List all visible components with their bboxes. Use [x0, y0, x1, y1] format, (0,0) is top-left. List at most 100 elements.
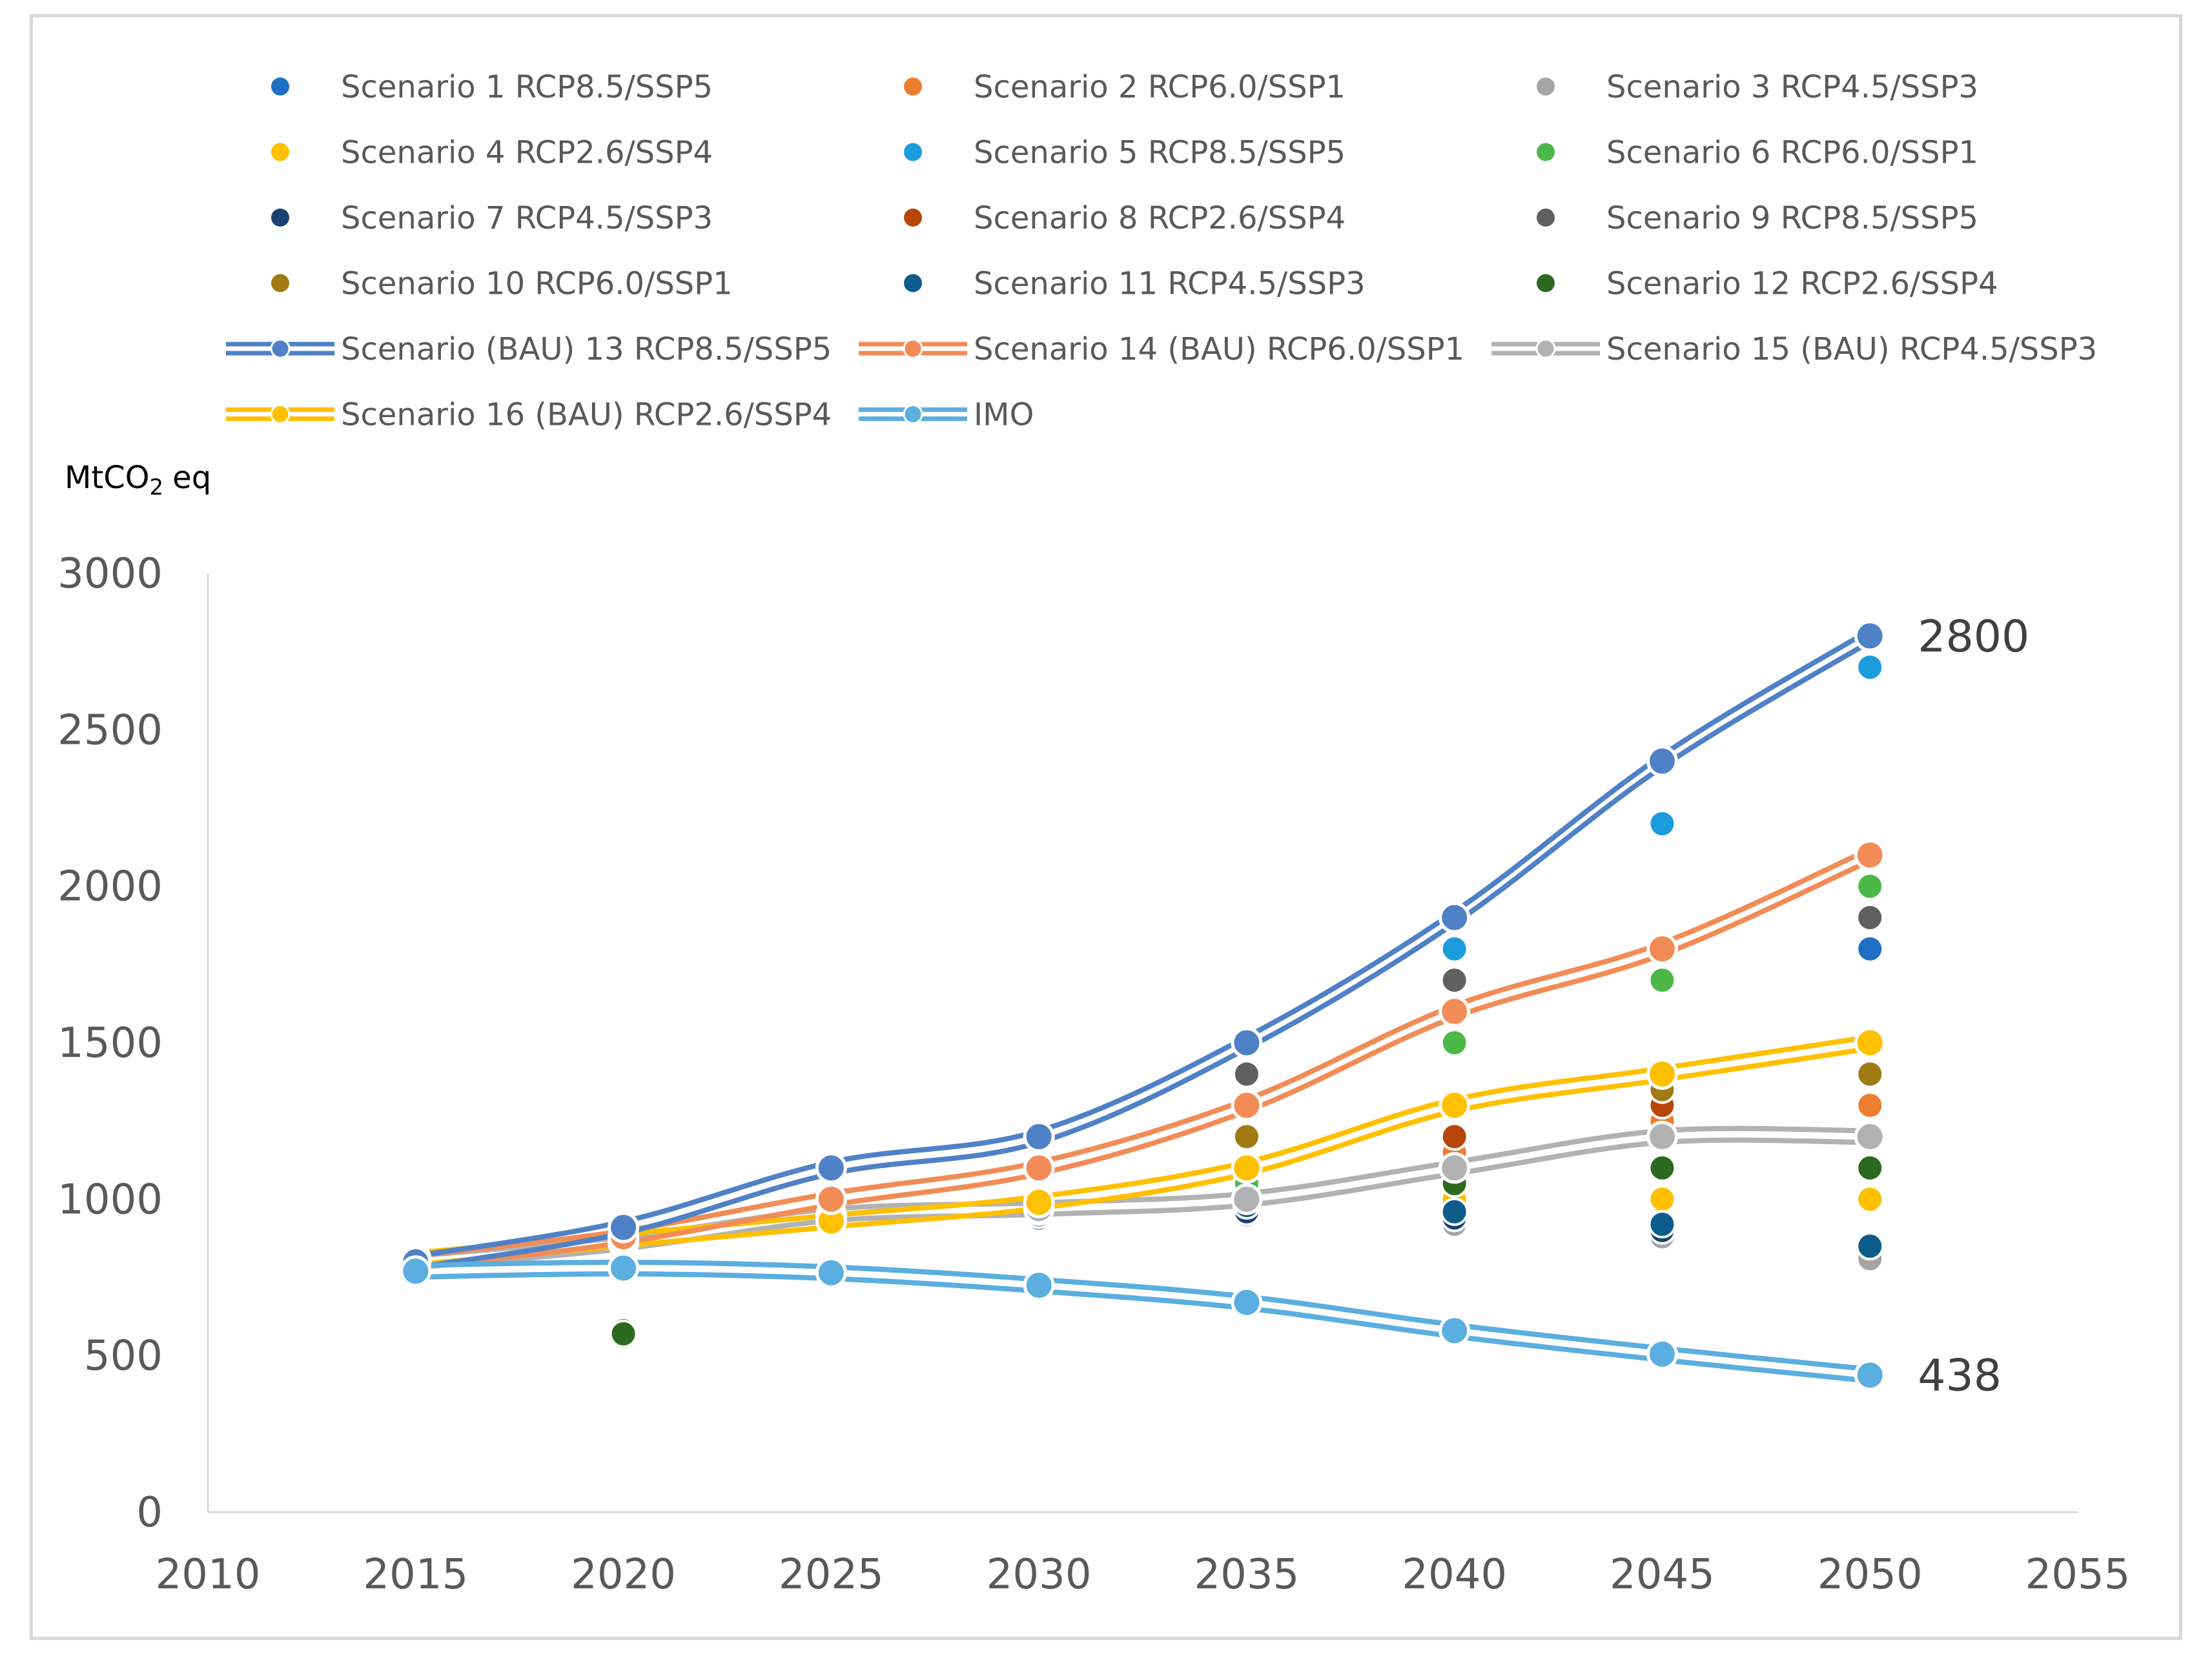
legend-marker [271, 274, 289, 292]
x-tick-label: 2020 [571, 1551, 676, 1599]
series-line-upper [415, 1259, 1870, 1372]
data-point [1439, 901, 1471, 934]
series-line-lower [415, 1271, 1870, 1384]
data-point [1440, 1029, 1469, 1057]
data-point [1646, 1338, 1678, 1370]
legend-item-scenario-6-rcp6-0-ssp1: Scenario 6 RCP6.0/SSP1 [1537, 135, 1978, 171]
y-tick-label: 1500 [57, 1020, 163, 1067]
legend-label: IMO [974, 397, 1034, 433]
series-markers-scenario-14-bau-rcp6-0-ssp1 [400, 839, 1886, 1278]
data-point [1231, 1089, 1263, 1122]
legend-item-scenario-14-bau-rcp6-0-ssp1: Scenario 14 (BAU) RCP6.0/SSP1 [859, 331, 1464, 367]
legend-label: Scenario 4 RCP2.6/SSP4 [341, 135, 713, 171]
legend-item-scenario-2-rcp6-0-ssp1: Scenario 2 RCP6.0/SSP1 [904, 69, 1346, 105]
data-point [1856, 1185, 1885, 1214]
data-point [1440, 1122, 1469, 1151]
data-point [815, 1256, 847, 1289]
legend-label: Scenario 16 (BAU) RCP2.6/SSP4 [341, 397, 832, 433]
data-point [1440, 934, 1469, 963]
x-tick-label: 2045 [1610, 1551, 1715, 1599]
data-point [1648, 1185, 1677, 1214]
legend-label: Scenario 3 RCP4.5/SSP3 [1606, 69, 1978, 105]
data-point [1439, 1315, 1471, 1347]
legend-marker [1537, 274, 1555, 292]
series-markers-imo [400, 1252, 1886, 1391]
data-point [608, 1211, 640, 1244]
legend-item-scenario-5-rcp8-5-ssp5: Scenario 5 RCP8.5/SSP5 [904, 135, 1346, 171]
x-tick-label: 2040 [1402, 1551, 1507, 1599]
data-point [1856, 1232, 1885, 1261]
y-axis-label: MtCO2 eq [65, 460, 211, 500]
legend-label: Scenario 1 RCP8.5/SSP5 [341, 69, 713, 105]
data-point [1856, 1153, 1885, 1182]
data-point [1854, 1359, 1886, 1391]
legend-item-scenario-10-rcp6-0-ssp1: Scenario 10 RCP6.0/SSP1 [271, 266, 733, 302]
data-point [1439, 1152, 1471, 1184]
x-tick-label: 2055 [2025, 1551, 2131, 1599]
legend-label: Scenario 12 RCP2.6/SSP4 [1606, 266, 1998, 302]
y-tick-label: 2000 [57, 863, 163, 911]
data-point [609, 1319, 638, 1348]
legend-item-scenario-bau-13-rcp8-5-ssp5: Scenario (BAU) 13 RCP8.5/SSP5 [226, 331, 832, 367]
y-tick-label: 0 [136, 1489, 163, 1537]
x-tick-label: 2030 [987, 1551, 1092, 1599]
data-point [1646, 745, 1678, 777]
data-point [1023, 1269, 1055, 1302]
series-markers [400, 620, 1886, 1391]
x-tick-label: 2025 [779, 1551, 884, 1599]
data-point [1232, 1060, 1261, 1089]
series-line-lower [415, 639, 1872, 1271]
data-point [1231, 1286, 1263, 1318]
x-tick-label: 2015 [363, 1551, 468, 1599]
data-point [1231, 1152, 1263, 1184]
data-point [815, 1152, 847, 1184]
axes: 0 500 1000 1500 2000 2500 3000 2010 2015 2020 2025… [57, 550, 2130, 1599]
x-tick-label: 2010 [156, 1551, 261, 1599]
legend-marker [1535, 338, 1556, 359]
legend-item-scenario-3-rcp4-5-ssp3: Scenario 3 RCP4.5/SSP3 [1537, 69, 1978, 105]
data-point [1232, 1122, 1261, 1151]
legend-item-scenario-1-rcp8-5-ssp5: Scenario 1 RCP8.5/SSP5 [271, 69, 713, 105]
data-point [1854, 1027, 1886, 1059]
data-point [1231, 1027, 1263, 1059]
data-point [1439, 1089, 1471, 1122]
legend-item-scenario-12-rcp2-6-ssp4: Scenario 12 RCP2.6/SSP4 [1537, 266, 1998, 302]
data-point [1648, 1210, 1677, 1239]
legend-marker [904, 77, 922, 96]
data-point [1854, 620, 1886, 652]
legend-marker [270, 338, 291, 359]
legend-item-scenario-9-rcp8-5-ssp5: Scenario 9 RCP8.5/SSP5 [1537, 200, 1978, 236]
legend-item-scenario-8-rcp2-6-ssp4: Scenario 8 RCP2.6/SSP4 [904, 200, 1346, 236]
data-point [1856, 1060, 1885, 1089]
data-point [1646, 933, 1678, 965]
legend-marker [1537, 143, 1555, 161]
data-point [1646, 1120, 1678, 1153]
legend-label: Scenario 7 RCP4.5/SSP3 [341, 200, 713, 236]
data-point [1856, 1091, 1885, 1120]
legend-label: Scenario 10 RCP6.0/SSP1 [341, 266, 733, 302]
legend: Scenario 1 RCP8.5/SSP5 Scenario 2 RCP6.0/… [226, 69, 2097, 433]
x-tick-label: 2050 [1818, 1551, 1923, 1599]
x-tick-label: 2035 [1194, 1551, 1299, 1599]
data-point [1648, 966, 1677, 995]
legend-label: Scenario 6 RCP6.0/SSP1 [1606, 135, 1978, 171]
y-tick-label: 2500 [57, 706, 163, 754]
end-value-label: 438 [1918, 1351, 2002, 1402]
legend-marker [271, 77, 289, 96]
legend-marker [903, 338, 923, 359]
data-point [1439, 996, 1471, 1028]
legend-marker [904, 143, 922, 161]
y-tick-label: 500 [84, 1333, 163, 1380]
series-line-upper [415, 1034, 1870, 1256]
legend-label: Scenario 9 RCP8.5/SSP5 [1606, 200, 1978, 236]
legend-marker [904, 209, 922, 227]
data-point [815, 1183, 847, 1215]
data-point [1648, 1153, 1677, 1182]
annotations: 2800 438 [1918, 611, 2029, 1402]
legend-item-scenario-7-rcp4-5-ssp3: Scenario 7 RCP4.5/SSP3 [271, 200, 713, 236]
legend-marker [1537, 77, 1555, 96]
legend-label: Scenario 5 RCP8.5/SSP5 [974, 135, 1346, 171]
legend-marker [904, 274, 922, 292]
series-line-lower [415, 858, 1871, 1271]
data-point [1856, 934, 1885, 963]
